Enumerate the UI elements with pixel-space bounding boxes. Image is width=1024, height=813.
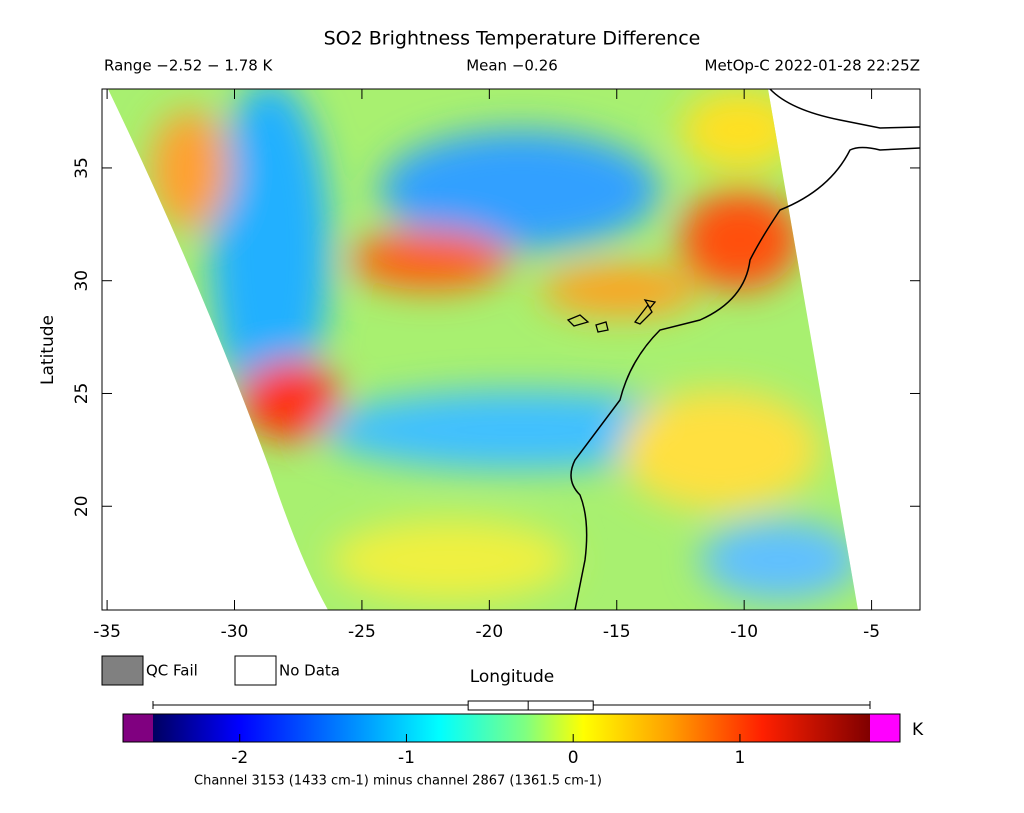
colorbar bbox=[153, 714, 870, 742]
plot-frame bbox=[101, 88, 921, 611]
x-tick-label: -35 bbox=[93, 622, 121, 642]
colorbar-under bbox=[123, 714, 153, 742]
x-tick-label: -5 bbox=[863, 622, 880, 642]
y-tick-label: 25 bbox=[72, 383, 92, 405]
legend-swatch bbox=[234, 655, 277, 686]
y-tick-label: 30 bbox=[72, 270, 92, 292]
colorbar-tick-label: 0 bbox=[568, 748, 579, 768]
islands bbox=[566, 299, 657, 333]
x-tick-label: -25 bbox=[348, 622, 376, 642]
colorbar-unit: K bbox=[912, 720, 924, 740]
y-tick-label: 35 bbox=[72, 157, 92, 179]
legend-swatch bbox=[101, 655, 144, 686]
range-label: Range −2.52 − 1.78 K bbox=[104, 57, 274, 75]
legend-label: QC Fail bbox=[146, 662, 198, 680]
x-tick-label: -30 bbox=[221, 622, 249, 642]
colorbar-tick-label: -1 bbox=[398, 748, 415, 768]
box bbox=[467, 700, 594, 711]
satellite-label: MetOp-C 2022-01-28 22:25Z bbox=[705, 57, 920, 75]
footnote: Channel 3153 (1433 cm-1) minus channel 2… bbox=[194, 774, 602, 789]
y-axis-label: Latitude bbox=[38, 315, 58, 385]
coastline bbox=[570, 88, 921, 611]
x-axis-label: Longitude bbox=[470, 667, 555, 687]
legend-label: No Data bbox=[279, 662, 340, 680]
title: SO2 Brightness Temperature Difference bbox=[324, 28, 701, 50]
x-tick-label: -20 bbox=[475, 622, 503, 642]
colorbar-over bbox=[870, 714, 900, 742]
swath bbox=[108, 89, 858, 610]
colorbar-tick-label: -2 bbox=[231, 748, 248, 768]
mean-label: Mean −0.26 bbox=[466, 57, 558, 75]
colorbar-tick-label: 1 bbox=[735, 748, 746, 768]
colorbar-frame bbox=[122, 713, 901, 743]
y-tick-label: 20 bbox=[72, 495, 92, 517]
x-tick-label: -10 bbox=[730, 622, 758, 642]
x-tick-label: -15 bbox=[603, 622, 631, 642]
